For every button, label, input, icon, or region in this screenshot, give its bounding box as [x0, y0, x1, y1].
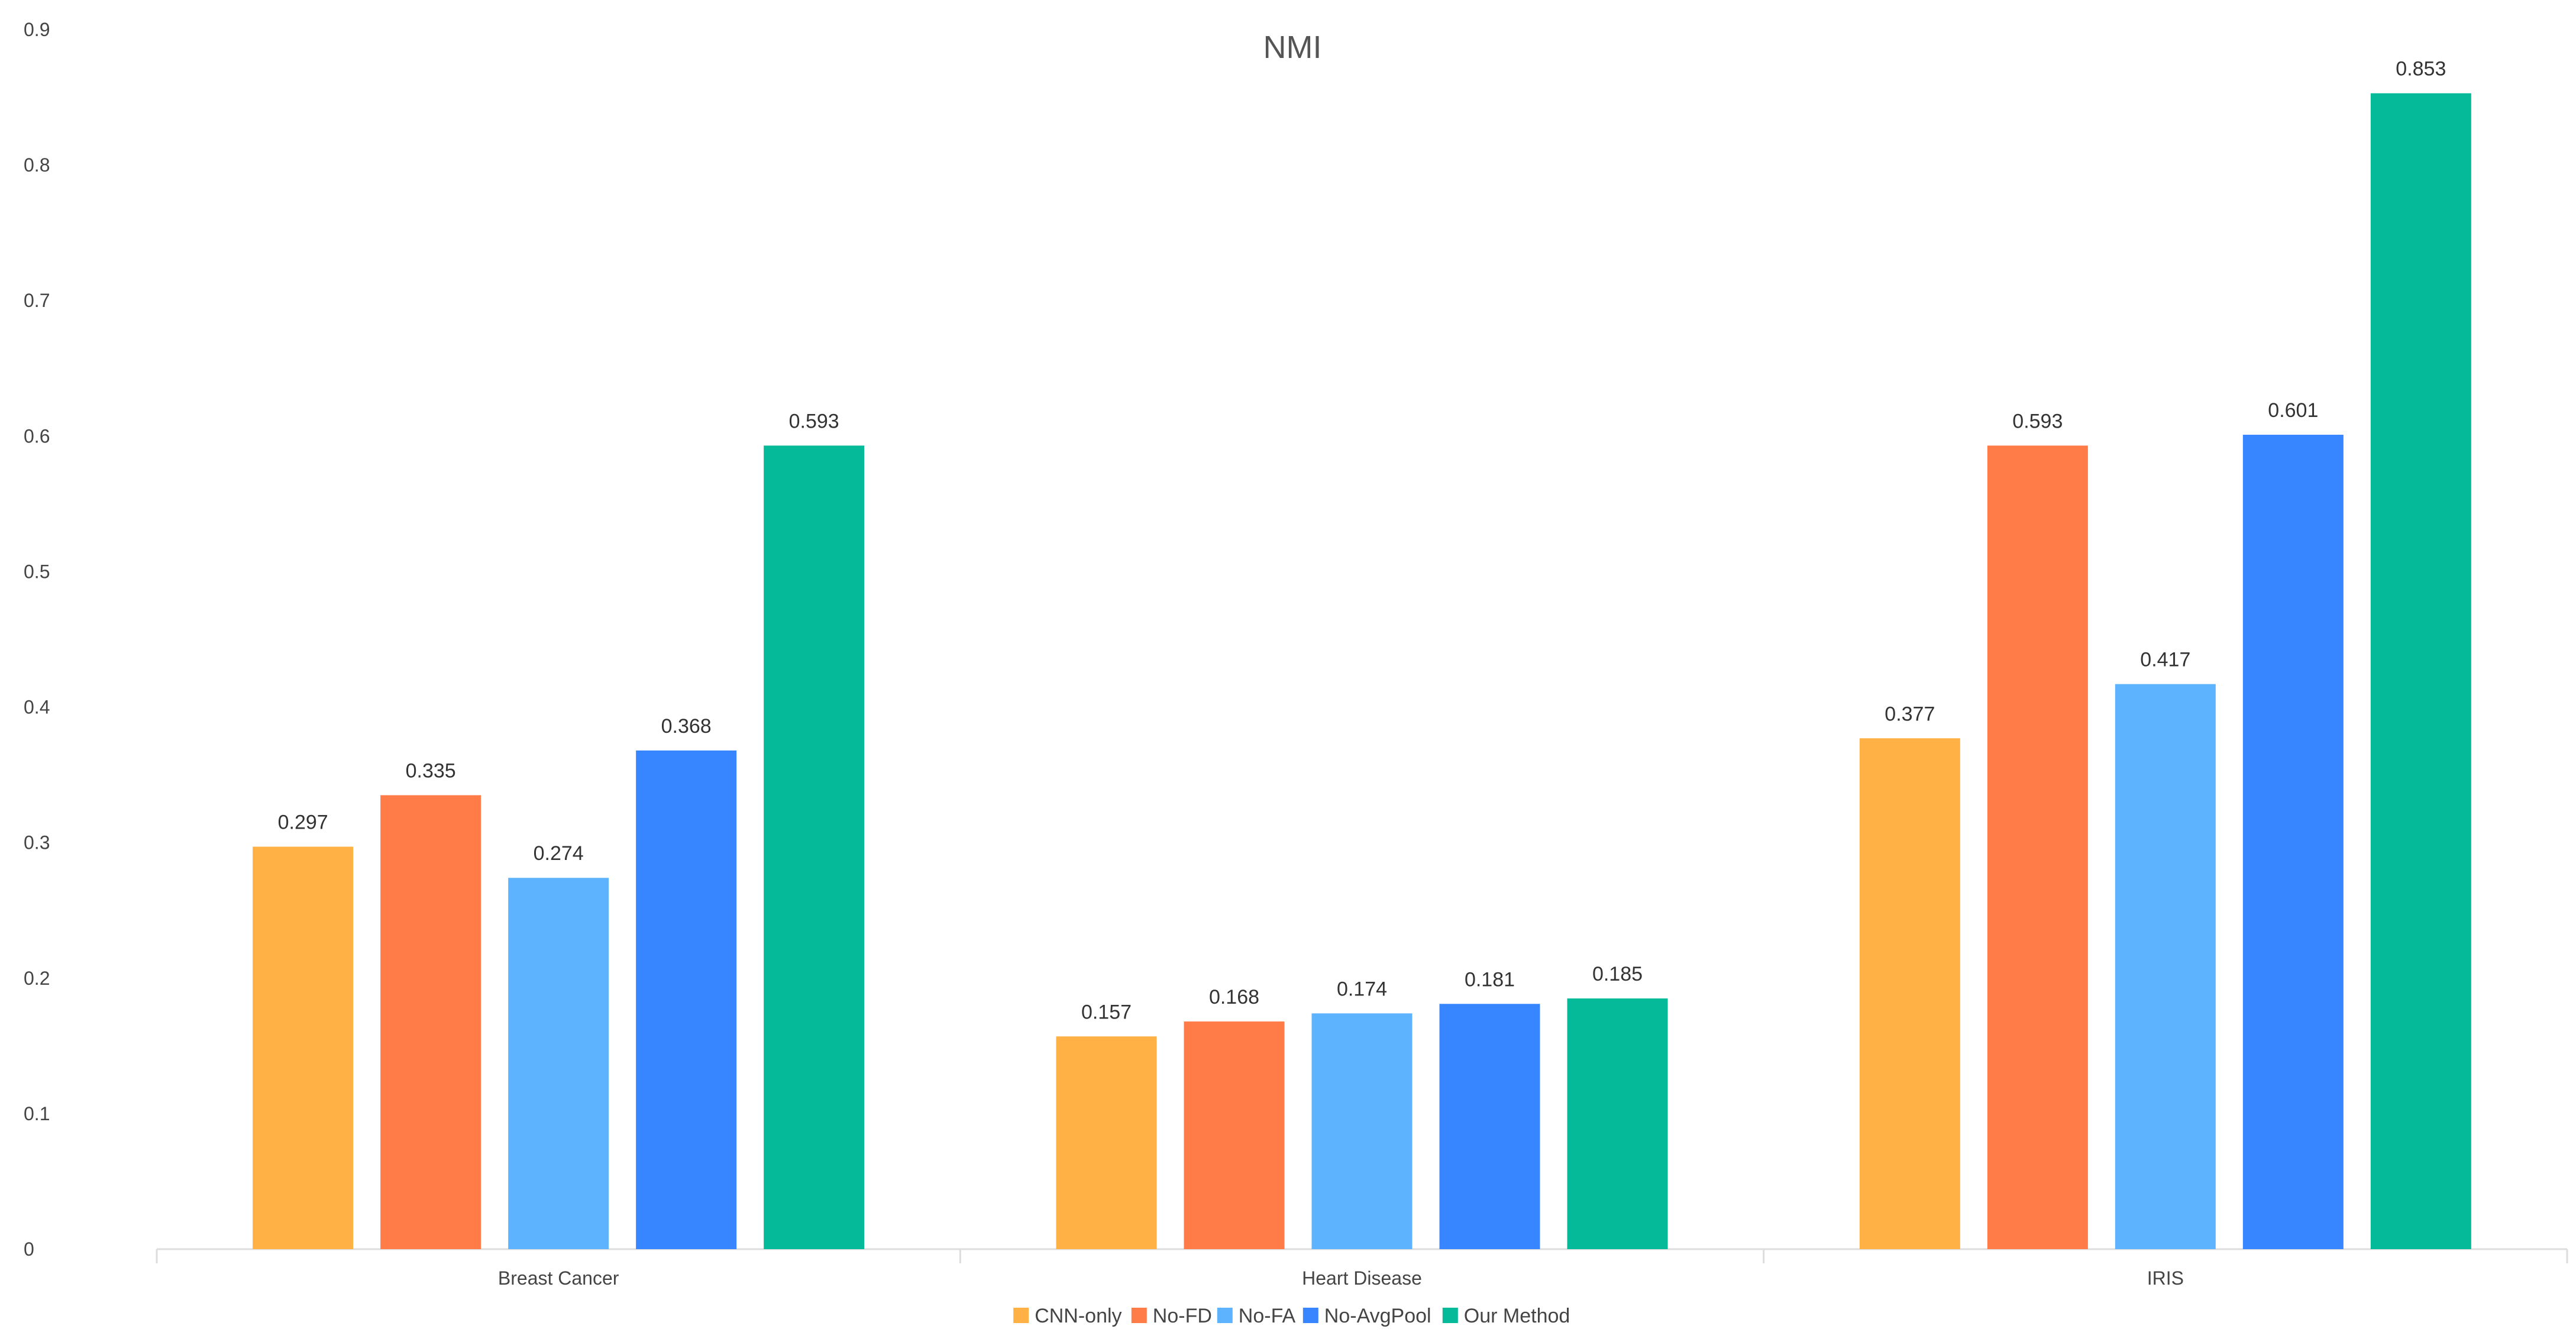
bar [1439, 1004, 1540, 1249]
data-label: 0.157 [1081, 1001, 1132, 1023]
x-tick-label: Heart Disease [1302, 1267, 1422, 1289]
bar [1859, 738, 1960, 1249]
data-label: 0.417 [2140, 649, 2190, 671]
legend-swatch [1131, 1308, 1147, 1323]
bar [636, 750, 737, 1249]
bar [2370, 93, 2471, 1249]
bar [1184, 1021, 1285, 1249]
y-tick-label: 0.7 [24, 290, 50, 311]
x-tick-label: IRIS [2147, 1267, 2184, 1289]
legend-swatch [1442, 1308, 1458, 1323]
legend-swatch [1302, 1308, 1318, 1323]
data-label: 0.335 [406, 759, 456, 782]
y-tick-label: 0.8 [24, 154, 50, 176]
y-tick-label: 0.1 [24, 1103, 50, 1124]
bar [1567, 998, 1668, 1249]
y-tick-label: 0.9 [24, 19, 50, 40]
data-label: 0.181 [1465, 968, 1515, 991]
bar [380, 795, 481, 1249]
bar [508, 878, 609, 1249]
bar [1987, 445, 2088, 1249]
bar [2242, 435, 2344, 1249]
legend-label: No-FD [1153, 1305, 1212, 1327]
y-tick-label: 0 [24, 1238, 34, 1260]
y-tick-label: 0.6 [24, 425, 50, 447]
legend-item[interactable]: No-FA [1217, 1305, 1296, 1327]
data-label: 0.593 [2012, 410, 2063, 432]
y-axis: 0 0.1 0.2 0.3 0.4 0.5 0.6 0.7 0.8 0.9 [24, 19, 50, 1260]
legend-item[interactable]: CNN-only [1013, 1305, 1122, 1327]
y-tick-label: 0.4 [24, 697, 50, 718]
bar [1311, 1013, 1413, 1249]
data-label: 0.377 [1885, 703, 1935, 725]
legend-label: No-FA [1239, 1305, 1296, 1327]
legend: CNN-only No-FD No-FA No-AvgPool Our Method [1013, 1305, 1570, 1327]
legend-item[interactable]: No-FD [1131, 1305, 1212, 1327]
data-label: 0.368 [661, 715, 712, 738]
bar [253, 846, 354, 1249]
legend-swatch [1217, 1308, 1233, 1323]
bar [1056, 1036, 1157, 1249]
bar [764, 445, 865, 1249]
data-label: 0.593 [789, 410, 839, 432]
data-label: 0.174 [1337, 978, 1387, 1000]
data-label: 0.853 [2396, 58, 2446, 80]
legend-label: CNN-only [1035, 1305, 1121, 1327]
legend-label: No-AvgPool [1324, 1305, 1431, 1327]
y-tick-label: 0.3 [24, 832, 50, 853]
x-tick-label: Breast Cancer [498, 1267, 619, 1289]
bars: 0.297 0.335 0.274 0.368 0.593 0.157 0.168 0.174… [253, 58, 2471, 1249]
y-tick-label: 0.2 [24, 968, 50, 989]
x-axis: Breast Cancer Heart Disease IRIS [156, 1248, 2568, 1289]
legend-item[interactable]: No-AvgPool [1302, 1305, 1431, 1327]
chart-title: NMI [1263, 30, 1322, 65]
y-tick-label: 0.5 [24, 561, 50, 582]
data-label: 0.274 [534, 842, 584, 865]
legend-swatch [1013, 1308, 1029, 1323]
data-label: 0.601 [2268, 399, 2318, 422]
legend-label: Our Method [1464, 1305, 1570, 1327]
data-label: 0.185 [1592, 963, 1643, 985]
data-label: 0.297 [278, 811, 328, 834]
data-label: 0.168 [1209, 986, 1259, 1008]
legend-item[interactable]: Our Method [1442, 1305, 1570, 1327]
bar [2115, 684, 2216, 1249]
